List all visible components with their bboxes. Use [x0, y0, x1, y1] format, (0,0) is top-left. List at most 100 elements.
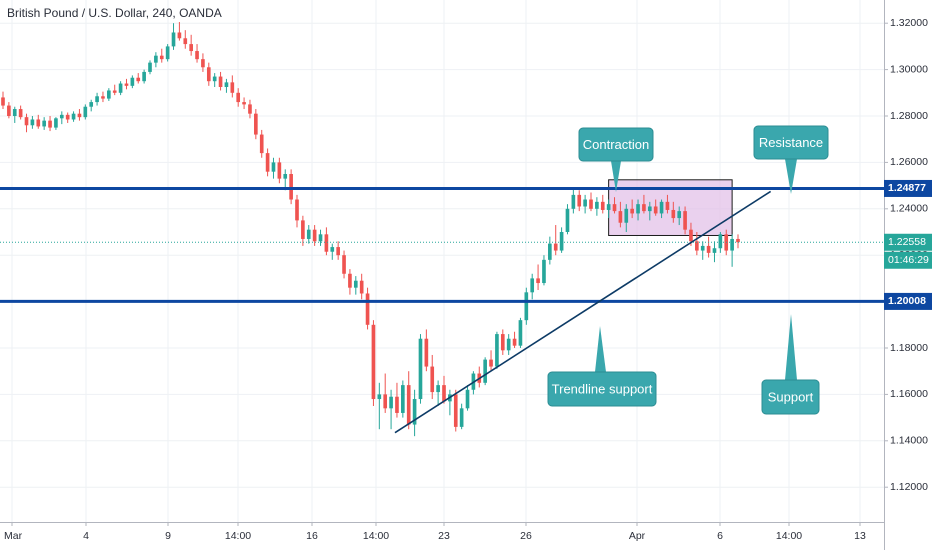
candle-down: [277, 157, 282, 184]
candle-down: [577, 190, 582, 212]
candle-body: [512, 338, 517, 346]
candle-body: [571, 194, 576, 209]
support-price-badge-bg: [884, 292, 932, 310]
candle-up: [389, 389, 393, 430]
support-price-badge[interactable]: 1.20008: [884, 292, 932, 310]
candle-down: [365, 287, 370, 330]
resistance-callout-label: Resistance: [759, 135, 823, 150]
trendline[interactable]: [394, 190, 772, 434]
candle-body: [42, 120, 46, 127]
candle-body: [483, 359, 487, 383]
price-tick-label: 1.14000: [890, 435, 928, 447]
candle-body: [424, 338, 429, 367]
candle-body: [395, 396, 399, 413]
candle-body: [77, 113, 82, 118]
candle-body: [606, 204, 611, 210]
horizontal-levels: [0, 186, 884, 303]
candle-body: [30, 119, 35, 126]
candle-down: [630, 199, 634, 219]
candle-up: [95, 92, 99, 106]
time-axis[interactable]: Mar 4 9 14:00 16 14:00 23 26 Apr 6 14:00 13: [0, 522, 884, 542]
candle-down: [536, 264, 540, 290]
candle-body: [271, 162, 276, 172]
price-axis-bg: [884, 0, 932, 550]
candle-body: [353, 280, 358, 288]
candle-down: [359, 273, 364, 300]
symbol-title: British Pound / U.S. Dollar, 240, OANDA: [7, 6, 222, 20]
contraction-callout[interactable]: Contraction: [578, 127, 654, 192]
trendline-callout[interactable]: Trendline support: [547, 326, 657, 407]
time-tick-label: 14:00: [776, 530, 802, 542]
candle-body: [312, 229, 317, 242]
candle-body: [495, 334, 499, 367]
candle-down: [1, 91, 5, 110]
candle-up: [530, 273, 535, 300]
candle-down: [230, 75, 235, 98]
candle-body: [453, 394, 458, 427]
time-tick-label: 16: [306, 530, 318, 542]
candle-down: [295, 194, 299, 228]
countdown-badge[interactable]: 01:46:29: [884, 251, 932, 269]
candle-down: [500, 329, 505, 355]
candle-down: [706, 236, 711, 258]
candle-up: [606, 199, 611, 219]
time-tick-label: 4: [83, 530, 89, 542]
support-callout-pointer: [785, 314, 797, 380]
candle-body: [559, 232, 564, 251]
time-tick-label: 14:00: [363, 530, 389, 542]
candle-body: [671, 209, 676, 219]
candle-body: [124, 83, 129, 86]
candle-body: [265, 153, 270, 172]
candle-body: [83, 106, 88, 118]
candle-up: [624, 204, 629, 232]
candle-down: [324, 227, 329, 256]
candle-body: [330, 247, 335, 252]
candle-up: [271, 157, 276, 179]
current-price-badge[interactable]: 1.22558: [884, 233, 932, 251]
support-callout-label: Support: [768, 389, 814, 404]
candle-body: [700, 245, 705, 251]
time-tick-label: 23: [438, 530, 450, 542]
candle-body: [183, 38, 188, 45]
countdown-badge-bg: [884, 251, 932, 269]
candle-body: [377, 394, 382, 400]
candle-down: [371, 320, 376, 406]
candle-body: [59, 114, 64, 119]
resistance-callout[interactable]: Resistance: [753, 125, 829, 194]
candle-down: [242, 97, 246, 110]
support-callout[interactable]: Support: [761, 314, 820, 415]
candle-body: [324, 234, 329, 252]
candle-up: [118, 81, 123, 96]
candle-body: [489, 359, 493, 367]
candle-body: [436, 385, 440, 393]
candle-down: [489, 350, 493, 372]
candle-body: [595, 201, 599, 209]
candle-body: [71, 113, 76, 120]
candle-body: [518, 320, 523, 346]
candle-body: [589, 199, 593, 209]
candle-body: [677, 211, 682, 219]
candle-up: [12, 106, 17, 123]
candle-down: [442, 375, 446, 404]
candle-body: [95, 96, 99, 103]
support-callout-box: [761, 379, 820, 415]
candle-up: [712, 241, 717, 263]
time-tick-label: 6: [717, 530, 723, 542]
candle-down: [124, 78, 129, 90]
candle-down: [254, 109, 258, 140]
candle-body: [118, 83, 123, 93]
candle-up: [448, 389, 452, 416]
candle-up: [224, 78, 229, 93]
resistance-price-badge[interactable]: 1.24877: [884, 179, 932, 197]
candle-down: [248, 99, 252, 119]
price-axis[interactable]: 1.120001.140001.160001.180001.200001.220…: [884, 0, 932, 550]
time-tick-label: 13: [854, 530, 866, 542]
candle-down: [112, 84, 117, 96]
candle-up: [677, 206, 682, 226]
candle-up: [83, 104, 88, 120]
grid-lines: [0, 0, 884, 522]
candle-body: [406, 385, 411, 425]
candle-down: [189, 34, 193, 56]
candle-body: [695, 241, 699, 251]
